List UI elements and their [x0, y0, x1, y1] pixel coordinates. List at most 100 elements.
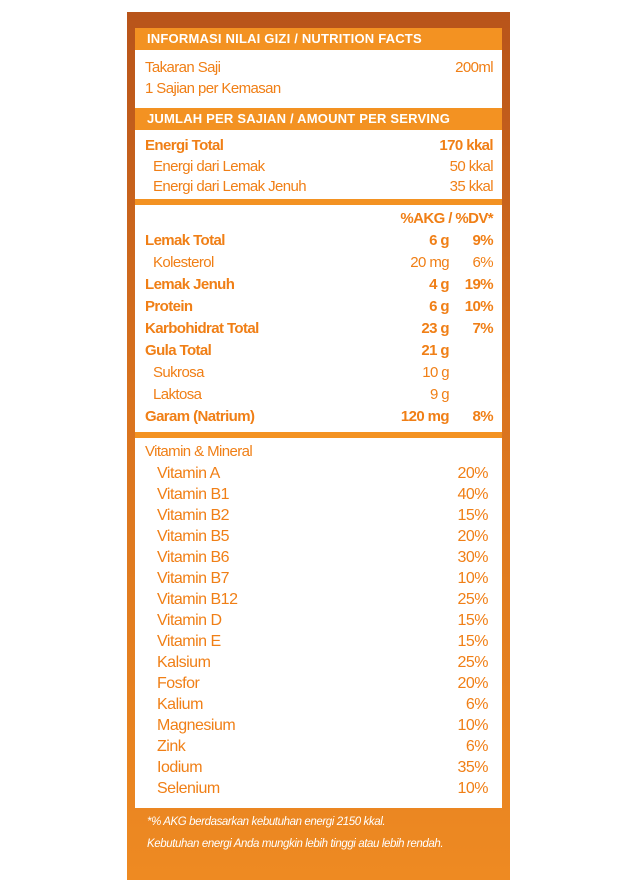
energy-value: 170 kkal: [439, 137, 493, 154]
energy-row: Energi dari Lemak 50 kkal: [145, 158, 494, 175]
nutrient-row: Lemak Total 6 g 9%: [145, 232, 494, 249]
amount-per-serving-title: JUMLAH PER SAJIAN / AMOUNT PER SERVING: [135, 108, 502, 130]
energy-name: Energi dari Lemak Jenuh: [153, 178, 307, 195]
vitamin-percent: 15%: [457, 633, 488, 650]
nutrient-row: Gula Total 21 g: [145, 342, 493, 359]
vitamin-percent: 6%: [465, 696, 489, 713]
nutrition-facts-label: INFORMASI NILAI GIZI / NUTRITION FACTS T…: [135, 28, 502, 808]
nutrient-row: Kolesterol 20 mg 6%: [145, 254, 494, 271]
nutrient-amount: 6 g: [429, 232, 449, 249]
vitamin-name: Magnesium: [157, 717, 236, 734]
nutrient-name: Sukrosa: [153, 364, 204, 381]
footnote-line: Kebutuhan energi Anda mungkin lebih ting…: [147, 838, 444, 850]
nutrient-name: Gula Total: [145, 342, 212, 359]
vitamin-row: Iodium 35%: [157, 759, 488, 777]
nutrient-amount: 4 g: [429, 276, 449, 293]
energy-row: Energi Total 170 kkal: [145, 137, 494, 154]
vitamin-percent: 25%: [457, 654, 488, 671]
vitamin-row: Vitamin A 20%: [157, 465, 488, 483]
energy-value: 35 kkal: [449, 178, 494, 195]
akg-header: %AKG / %DV*: [400, 210, 493, 227]
nutrient-row: Garam (Natrium) 120 mg 8%: [145, 408, 494, 425]
nutrient-percent: 19%: [464, 276, 494, 293]
nutrient-percent: 9%: [472, 232, 494, 249]
serving-size-row: Takaran Saji 200ml: [145, 59, 494, 76]
vitamin-row: Kalsium 25%: [157, 654, 488, 672]
nutrient-amount: 9 g: [429, 386, 450, 403]
vitamin-row: Zink 6%: [157, 738, 489, 756]
vitamin-row: Vitamin B1 40%: [157, 486, 488, 504]
vitamin-row: Vitamin D 15%: [157, 612, 488, 630]
nutrient-amount: 6 g: [429, 298, 449, 315]
vitamin-percent: 10%: [457, 717, 488, 734]
nutrient-percent: 8%: [472, 408, 494, 425]
vitamin-row: Magnesium 10%: [157, 717, 488, 735]
nutrient-name: Lemak Jenuh: [145, 276, 235, 293]
vitamin-name: Vitamin B6: [157, 549, 230, 566]
vitamin-percent: 20%: [457, 465, 488, 482]
vitamin-percent: 15%: [457, 612, 488, 629]
vitamin-name: Vitamin B1: [157, 486, 230, 503]
vitamin-row: Vitamin B12 25%: [157, 591, 488, 609]
vitamin-row: Vitamin B6 30%: [157, 549, 488, 567]
nutrition-facts-title: INFORMASI NILAI GIZI / NUTRITION FACTS: [135, 28, 502, 50]
vitamins-header: Vitamin & Mineral: [145, 443, 253, 460]
servings-per-pack: 1 Sajian per Kemasan: [145, 80, 281, 97]
nutrient-name: Protein: [145, 298, 193, 315]
serving-size-value: 200ml: [455, 59, 493, 76]
vitamin-row: Vitamin B2 15%: [157, 507, 488, 525]
vitamin-row: Vitamin B7 10%: [157, 570, 488, 588]
vitamin-percent: 30%: [457, 549, 488, 566]
vitamin-percent: 40%: [457, 486, 488, 503]
vitamin-row: Vitamin B5 20%: [157, 528, 488, 546]
vitamin-percent: 10%: [457, 570, 488, 587]
servings-per-pack-row: 1 Sajian per Kemasan: [145, 80, 493, 97]
vitamin-row: Vitamin E 15%: [157, 633, 488, 651]
vitamin-name: Vitamin B12: [157, 591, 238, 608]
vitamin-percent: 6%: [465, 738, 489, 755]
energy-name: Energi dari Lemak: [153, 158, 265, 175]
vitamin-name: Vitamin E: [157, 633, 221, 650]
akg-header-row: %AKG / %DV*: [145, 210, 493, 227]
vitamin-name: Zink: [157, 738, 186, 755]
vitamin-percent: 15%: [457, 507, 488, 524]
nutrient-amount: 20 mg: [410, 254, 449, 271]
vitamin-percent: 25%: [457, 591, 488, 608]
vitamin-name: Iodium: [157, 759, 203, 776]
vitamin-name: Kalsium: [157, 654, 211, 671]
vitamin-name: Selenium: [157, 780, 220, 797]
vitamin-name: Kalium: [157, 696, 203, 713]
section-divider: [135, 432, 502, 438]
energy-value: 50 kkal: [449, 158, 494, 175]
nutrient-name: Laktosa: [153, 386, 202, 403]
nutrient-name: Karbohidrat Total: [145, 320, 259, 337]
vitamin-percent: 20%: [457, 528, 488, 545]
vitamin-name: Vitamin D: [157, 612, 222, 629]
vitamin-row: Fosfor 20%: [157, 675, 488, 693]
nutrient-amount: 10 g: [422, 364, 449, 381]
vitamin-percent: 20%: [457, 675, 488, 692]
nutrient-row: Sukrosa 10 g: [145, 364, 493, 381]
top-margin: [127, 0, 510, 12]
nutrient-percent: 6%: [472, 254, 494, 271]
vitamins-header-row: Vitamin & Mineral: [145, 443, 493, 460]
nutrient-name: Garam (Natrium): [145, 408, 255, 425]
energy-name: Energi Total: [145, 137, 224, 154]
vitamin-name: Vitamin B7: [157, 570, 230, 587]
serving-size-label: Takaran Saji: [145, 59, 221, 76]
nutrient-name: Lemak Total: [145, 232, 225, 249]
vitamin-percent: 10%: [457, 780, 488, 797]
nutrient-percent: 7%: [472, 320, 494, 337]
nutrient-row: Laktosa 9 g: [145, 386, 493, 403]
nutrient-row: Protein 6 g 10%: [145, 298, 494, 315]
nutrient-name: Kolesterol: [153, 254, 214, 271]
vitamin-name: Vitamin B5: [157, 528, 230, 545]
nutrient-percent: 10%: [464, 298, 494, 315]
nutrient-row: Karbohidrat Total 23 g 7%: [145, 320, 494, 337]
footnote-line: *% AKG berdasarkan kebutuhan energi 2150…: [147, 816, 386, 828]
vitamin-percent: 35%: [457, 759, 488, 776]
energy-row: Energi dari Lemak Jenuh 35 kkal: [145, 178, 494, 195]
vitamin-name: Vitamin A: [157, 465, 220, 482]
section-divider: [135, 199, 502, 205]
vitamin-row: Selenium 10%: [157, 780, 488, 798]
